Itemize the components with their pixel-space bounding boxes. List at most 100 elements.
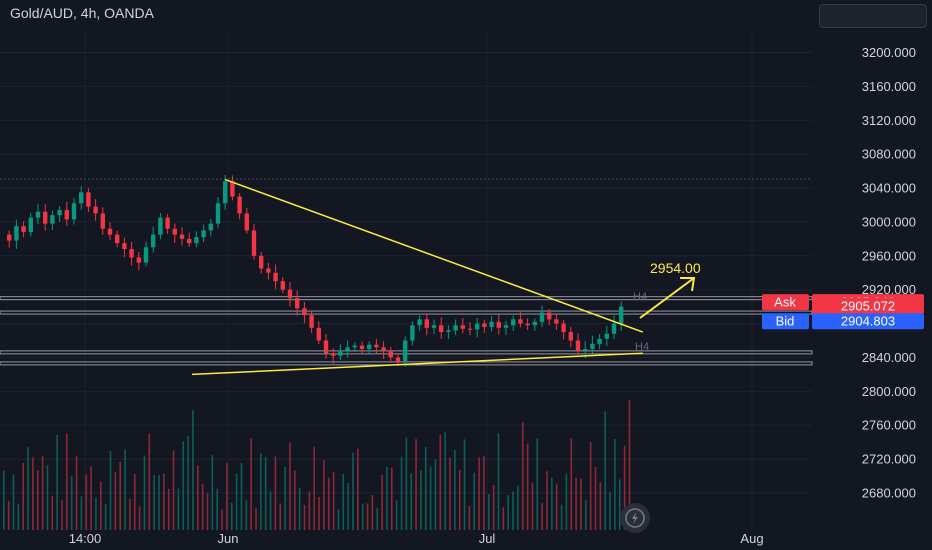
volume-bar: [585, 499, 587, 530]
volume-bar: [32, 457, 34, 530]
volume-bar: [381, 474, 383, 530]
volume-bar: [628, 400, 631, 530]
volume-bar: [502, 507, 505, 530]
volume-bar: [468, 505, 471, 530]
volume-bar: [618, 479, 621, 530]
volume-bar: [12, 474, 15, 530]
candle: [323, 340, 329, 354]
candle: [403, 340, 408, 362]
candle: [496, 321, 501, 328]
volume-bar: [580, 478, 582, 530]
candle: [511, 319, 516, 326]
volume-bar: [323, 460, 325, 530]
candle: [158, 217, 163, 235]
volume-bar: [507, 495, 509, 530]
volume-bar: [366, 503, 369, 530]
candle: [561, 323, 566, 333]
volume-bar: [27, 447, 29, 530]
candle: [503, 325, 509, 328]
y-tick-label: 3040.000: [862, 181, 916, 196]
horizontal-level: [0, 310, 813, 315]
y-tick-label: 3160.000: [862, 79, 916, 94]
candle: [482, 323, 487, 327]
volume-bar: [90, 466, 92, 530]
volume-bar: [555, 483, 558, 530]
volume-bar: [337, 509, 340, 530]
volume-bar: [429, 466, 432, 530]
candle: [374, 344, 379, 348]
candle: [50, 215, 55, 224]
volume-bar: [594, 467, 597, 530]
candle: [583, 348, 588, 351]
candle: [575, 340, 581, 351]
level-tag: H4: [633, 291, 647, 303]
candle: [115, 234, 120, 244]
volume-bar: [405, 437, 408, 530]
volume-bar: [415, 439, 417, 530]
volume-bar: [483, 455, 485, 530]
x-tick-label: Jun: [218, 531, 239, 546]
candle: [619, 306, 624, 324]
volume-bar: [400, 457, 403, 530]
ascending-trendline: [191, 352, 643, 376]
volume-bar: [284, 467, 286, 530]
candle: [381, 347, 386, 351]
candle: [86, 192, 91, 207]
volume-bar: [7, 500, 10, 530]
volume-bar: [575, 477, 577, 530]
volume-bar: [614, 439, 616, 530]
volume-bar: [80, 496, 83, 530]
y-tick-label: 2960.000: [862, 248, 916, 263]
candle: [460, 325, 465, 329]
volume-bar: [260, 453, 262, 530]
candle: [251, 230, 257, 256]
volume-bar: [216, 488, 218, 530]
candle: [136, 257, 141, 263]
candle: [388, 350, 393, 358]
price-tag-label: Ask: [774, 295, 796, 310]
candle: [518, 319, 523, 324]
candle: [604, 333, 609, 339]
candle: [151, 234, 156, 248]
candle: [611, 323, 617, 334]
volume-bar: [512, 491, 514, 530]
volume-bar: [361, 503, 364, 530]
volume-bar: [138, 506, 141, 530]
descending-trendline: [224, 178, 644, 333]
volume-bar: [541, 503, 543, 530]
volume-bar: [463, 439, 466, 530]
candle: [367, 344, 372, 349]
top-right-control[interactable]: [819, 4, 927, 28]
lightning-icon[interactable]: [620, 503, 650, 533]
candle: [331, 353, 336, 356]
target-arrow: [639, 277, 695, 319]
volume-bar: [294, 470, 296, 530]
candle: [230, 181, 235, 197]
price-tag-value: 2905.072: [841, 299, 895, 314]
y-tick-label: 2720.000: [862, 452, 916, 467]
candle: [266, 268, 271, 273]
price-tag-box: [812, 313, 924, 330]
volume-bar: [279, 503, 282, 530]
candle: [352, 345, 357, 348]
candle: [165, 217, 170, 229]
candle: [568, 332, 573, 341]
candle: [316, 327, 321, 341]
candle: [446, 330, 451, 333]
price-tag-label: Bid: [776, 314, 795, 329]
volume-bar: [410, 473, 412, 530]
chart-title: Gold/AUD, 4h, OANDA: [10, 5, 154, 21]
volume-bar: [36, 470, 39, 530]
candle: [345, 347, 350, 351]
volume-bar: [531, 482, 534, 530]
x-tick-label: Jul: [479, 531, 496, 546]
volume-bar: [289, 442, 291, 530]
candle: [280, 281, 285, 290]
volume-bar: [3, 470, 5, 530]
arrow-head-icon: [680, 277, 696, 292]
volume-bar: [264, 457, 267, 530]
candle: [273, 272, 278, 282]
volume-bar: [22, 462, 24, 530]
candle: [215, 203, 221, 224]
